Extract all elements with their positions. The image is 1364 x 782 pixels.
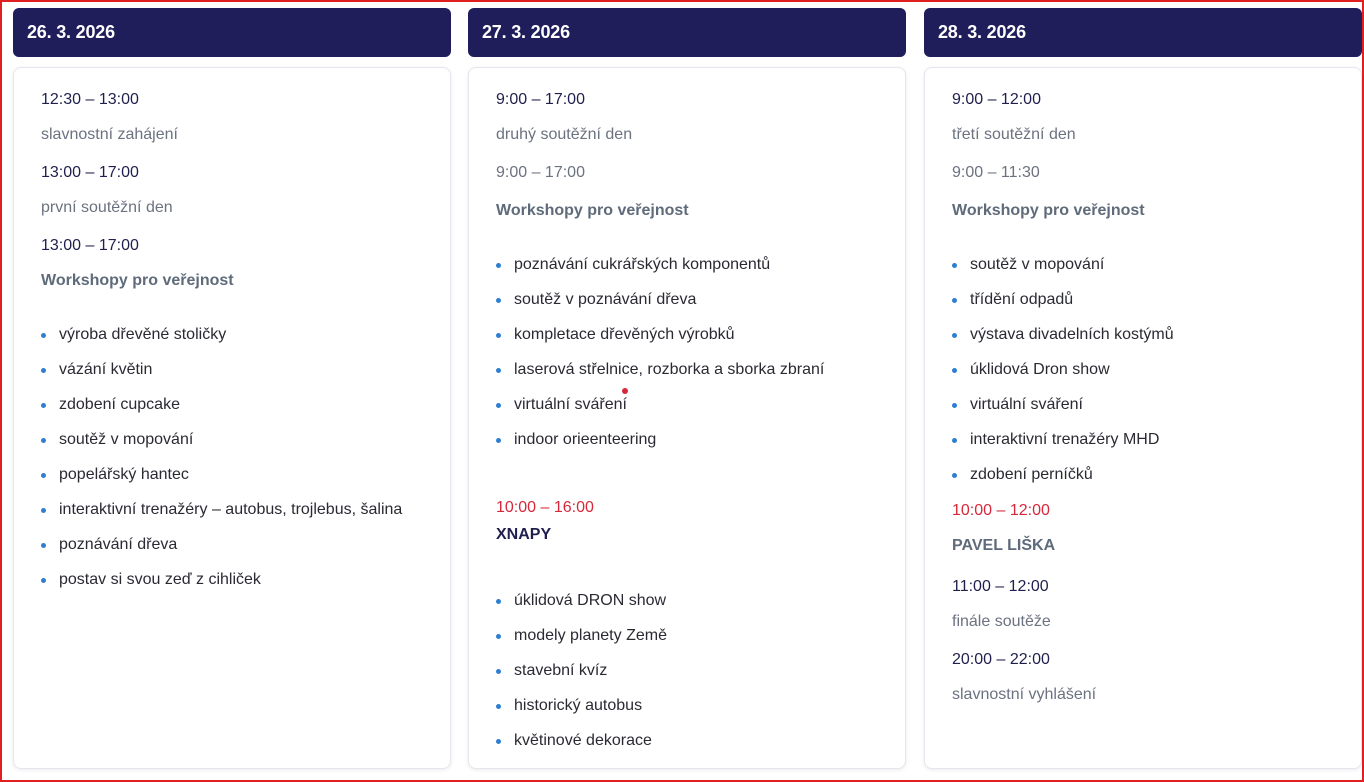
workshop-list: výroba dřevěné stoličky vázání květin zd… — [41, 325, 436, 605]
bullet-icon — [496, 403, 501, 408]
list-item: popelářský hantec — [41, 465, 436, 500]
list-item: virtuální sváření — [952, 395, 1347, 430]
time-slot-highlight: 10:00 – 16:00 — [496, 499, 594, 516]
day-column-2: 27. 3. 2026 9:00 – 17:00 druhý soutěžní … — [468, 8, 906, 769]
bullet-icon — [496, 438, 501, 443]
bullet-icon — [41, 368, 46, 373]
bullet-icon — [41, 508, 46, 513]
time-slot: 9:00 – 17:00 — [496, 164, 585, 181]
list-item: modely planety Země — [496, 626, 891, 661]
bullet-icon — [952, 473, 957, 478]
bullet-icon — [41, 438, 46, 443]
bullet-icon — [496, 599, 501, 604]
bullet-icon — [496, 333, 501, 338]
bullet-icon — [496, 368, 501, 373]
event-heading: Workshopy pro veřejnost — [41, 272, 234, 289]
bullet-icon — [952, 333, 957, 338]
list-item: soutěž v poznávání dřeva — [496, 290, 891, 325]
day-column-1: 26. 3. 2026 12:30 – 13:00 slavnostní zah… — [13, 8, 451, 769]
workshop-list: soutěž v mopování třídění odpadů výstava… — [952, 255, 1347, 500]
workshop-list: poznávání cukrářských komponentů soutěž … — [496, 255, 891, 465]
list-item: poznávání cukrářských komponentů — [496, 255, 891, 290]
list-item: poznávání dřeva — [41, 535, 436, 570]
time-slot: 13:00 – 17:00 — [41, 164, 139, 181]
bullet-icon — [41, 473, 46, 478]
bullet-icon — [496, 263, 501, 268]
day-header-date: 27. 3. 2026 — [468, 8, 906, 57]
time-slot: 13:00 – 17:00 — [41, 237, 139, 254]
list-item: kompletace dřevěných výrobků — [496, 325, 891, 360]
time-slot: 20:00 – 22:00 — [952, 651, 1050, 668]
time-slot: 11:00 – 12:00 — [952, 578, 1049, 595]
bullet-icon — [496, 298, 501, 303]
list-item: vázání květin — [41, 360, 436, 395]
bullet-icon — [496, 704, 501, 709]
list-item: výstava divadelních kostýmů — [952, 325, 1347, 360]
list-item: soutěž v mopování — [952, 255, 1347, 290]
list-item: úklidová Dron show — [952, 360, 1347, 395]
event-heading: PAVEL LIŠKA — [952, 537, 1056, 554]
list-item: indoor orieenteering — [496, 430, 891, 465]
list-item: interaktivní trenažéry MHD — [952, 430, 1347, 465]
event-heading: Workshopy pro veřejnost — [496, 202, 689, 219]
day-card: 9:00 – 17:00 druhý soutěžní den 9:00 – 1… — [468, 67, 906, 769]
bullet-icon — [41, 333, 46, 338]
day-header-date: 26. 3. 2026 — [13, 8, 451, 57]
bullet-icon — [496, 634, 501, 639]
list-item: úklidová DRON show — [496, 591, 891, 626]
time-slot: 12:30 – 13:00 — [41, 91, 139, 108]
event-heading: XNAPY — [496, 526, 552, 543]
event-heading: Workshopy pro veřejnost — [952, 202, 1145, 219]
bullet-icon — [952, 298, 957, 303]
list-item: zdobení perníčků — [952, 465, 1347, 500]
event-description: slavnostní vyhlášení — [952, 686, 1097, 703]
list-item: výroba dřevěné stoličky — [41, 325, 436, 360]
event-description: první soutěžní den — [41, 199, 173, 216]
list-item: postav si svou zeď z cihliček — [41, 570, 436, 605]
cursor-dot — [622, 388, 628, 394]
time-slot: 9:00 – 12:00 — [952, 91, 1041, 108]
list-item: historický autobus — [496, 696, 891, 731]
event-description: třetí soutěžní den — [952, 126, 1076, 143]
bullet-icon — [41, 543, 46, 548]
day-header-date: 28. 3. 2026 — [924, 8, 1362, 57]
bullet-icon — [952, 368, 957, 373]
day-card: 12:30 – 13:00 slavnostní zahájení 13:00 … — [13, 67, 451, 769]
time-slot-highlight: 10:00 – 12:00 — [952, 502, 1050, 519]
bullet-icon — [41, 403, 46, 408]
workshop-list-2: úklidová DRON show modely planety Země s… — [496, 591, 891, 766]
bullet-icon — [496, 669, 501, 674]
time-slot: 9:00 – 11:30 — [952, 164, 1040, 181]
bullet-icon — [496, 739, 501, 744]
bullet-icon — [952, 263, 957, 268]
list-item: zdobení cupcake — [41, 395, 436, 430]
bullet-icon — [41, 578, 46, 583]
list-item: interaktivní trenažéry – autobus, trojle… — [41, 500, 436, 535]
bullet-icon — [952, 438, 957, 443]
list-item: laserová střelnice, rozborka a sborka zb… — [496, 360, 891, 395]
event-description: finále soutěže — [952, 613, 1051, 630]
list-item: třídění odpadů — [952, 290, 1347, 325]
list-item: stavební kvíz — [496, 661, 891, 696]
day-card: 9:00 – 12:00 třetí soutěžní den 9:00 – 1… — [924, 67, 1362, 769]
list-item: virtuální sváření — [496, 395, 891, 430]
event-description: druhý soutěžní den — [496, 126, 633, 143]
list-item: květinové dekorace — [496, 731, 891, 766]
event-description: slavnostní zahájení — [41, 126, 178, 143]
bullet-icon — [952, 403, 957, 408]
day-column-3: 28. 3. 2026 9:00 – 12:00 třetí soutěžní … — [924, 8, 1362, 769]
list-item: soutěž v mopování — [41, 430, 436, 465]
time-slot: 9:00 – 17:00 — [496, 91, 585, 108]
